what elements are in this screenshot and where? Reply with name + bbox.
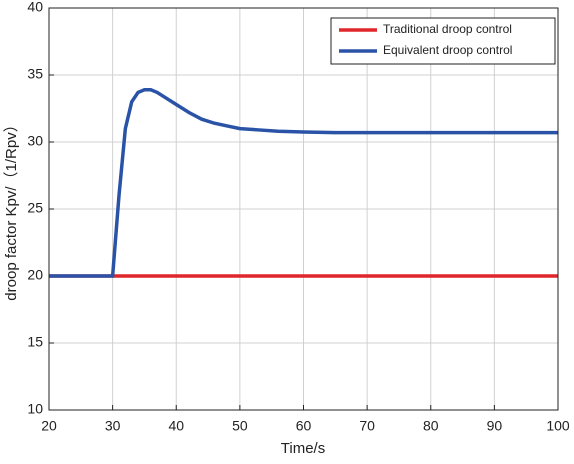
legend-label: Equivalent droop control bbox=[383, 43, 512, 57]
x-tick-label: 60 bbox=[296, 418, 312, 434]
x-tick-label: 90 bbox=[487, 418, 503, 434]
series-line bbox=[49, 87, 558, 278]
legend-label: Traditional droop control bbox=[383, 22, 512, 36]
y-tick-label: 10 bbox=[27, 401, 43, 417]
x-tick-label: 30 bbox=[105, 418, 121, 434]
y-tick-label: 25 bbox=[27, 200, 43, 216]
x-tick-label: 50 bbox=[232, 418, 248, 434]
y-tick-label: 35 bbox=[27, 66, 43, 82]
legend-box bbox=[330, 17, 556, 65]
y-axis-label: droop factor Kpv/（1/Rpv） bbox=[3, 117, 20, 300]
plot-border bbox=[48, 7, 559, 411]
x-tick-label: 20 bbox=[41, 418, 57, 434]
x-tick-label: 80 bbox=[423, 418, 439, 434]
x-tick-label: 100 bbox=[546, 418, 570, 434]
x-axis-label: Time/s bbox=[281, 440, 325, 457]
y-tick-label: 30 bbox=[27, 133, 43, 149]
x-tick-label: 70 bbox=[359, 418, 375, 434]
y-tick-label: 40 bbox=[27, 0, 43, 15]
y-tick-label: 15 bbox=[27, 334, 43, 350]
x-tick-label: 40 bbox=[168, 418, 184, 434]
y-tick-label: 20 bbox=[27, 267, 43, 283]
